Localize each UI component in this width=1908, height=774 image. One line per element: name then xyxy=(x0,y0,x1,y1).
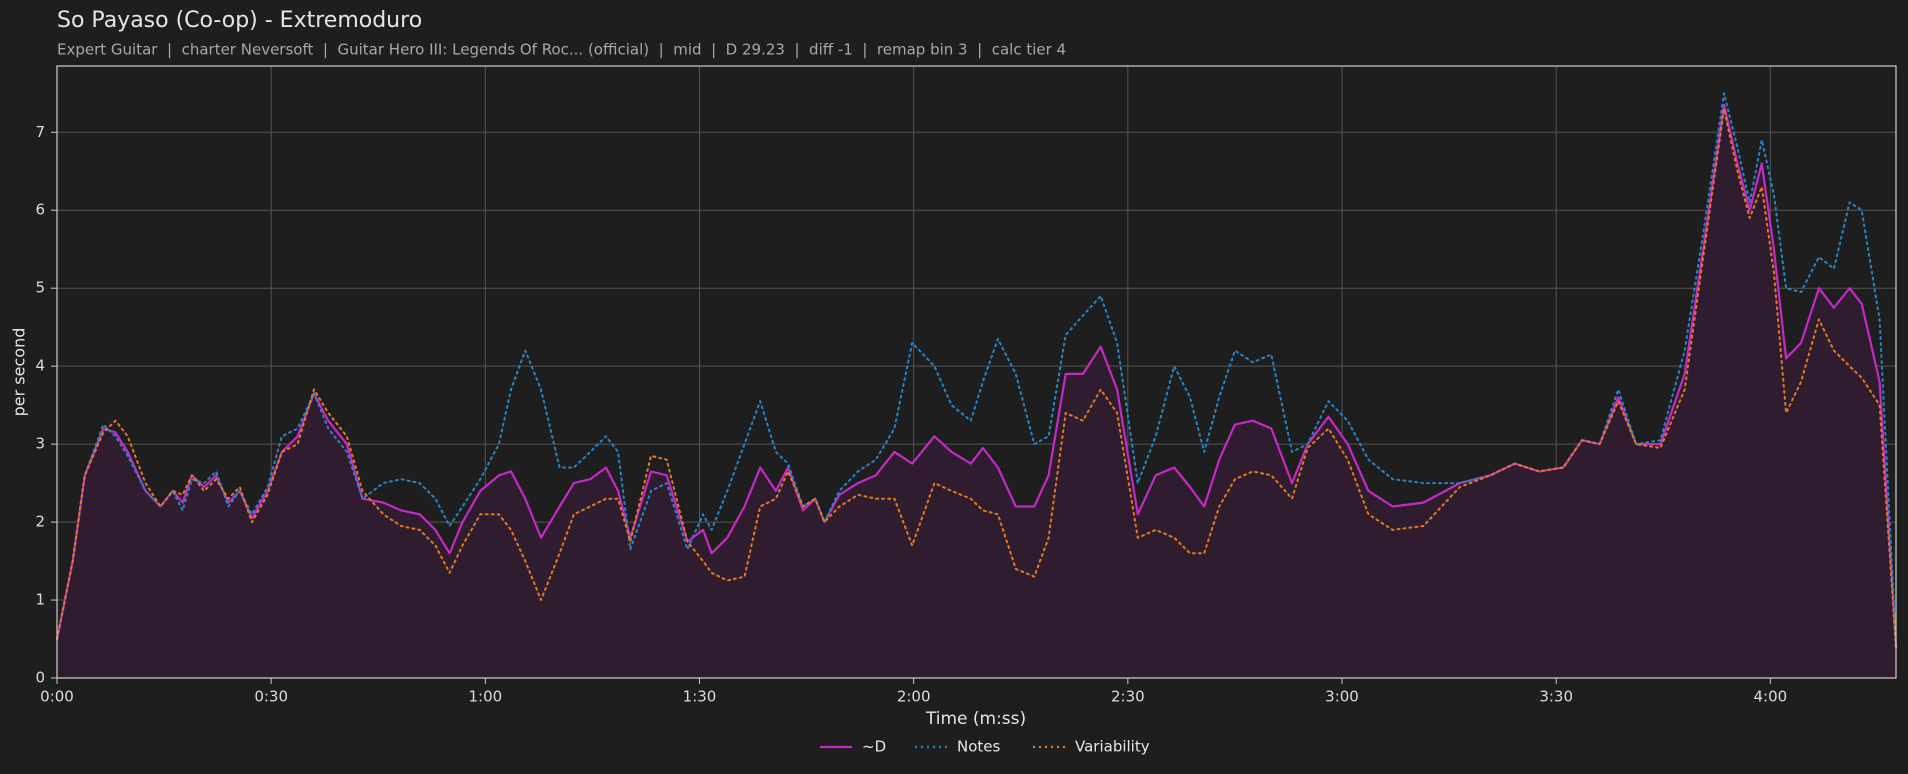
y-axis-label: per second xyxy=(10,328,29,417)
y-tick-label: 3 xyxy=(35,435,45,453)
x-tick-label: 4:00 xyxy=(1754,688,1788,706)
chart-subtitle: Expert Guitar | charter Neversoft | Guit… xyxy=(57,41,1066,59)
plot-border xyxy=(56,65,1897,679)
x-tick-label: 3:00 xyxy=(1325,688,1359,706)
x-tick-label: 2:30 xyxy=(1111,688,1145,706)
legend-label: Notes xyxy=(957,738,1001,756)
x-tick-label: 0:00 xyxy=(40,688,74,706)
y-tick-label: 5 xyxy=(35,279,45,297)
x-tick-label: 1:30 xyxy=(683,688,717,706)
y-tick-label: 1 xyxy=(35,591,45,609)
y-tick-label: 7 xyxy=(35,123,45,141)
x-axis-label: Time (m:ss) xyxy=(925,709,1026,729)
chart-title: So Payaso (Co-op) - Extremoduro xyxy=(57,8,422,33)
x-tick-label: 2:00 xyxy=(897,688,931,706)
legend-label: Variability xyxy=(1075,738,1150,756)
y-tick-label: 4 xyxy=(35,357,45,375)
x-tick-label: 0:30 xyxy=(254,688,288,706)
legend-label: ~D xyxy=(862,738,886,756)
series-line xyxy=(56,107,1897,648)
x-tick-label: 3:30 xyxy=(1539,688,1573,706)
y-tick-label: 0 xyxy=(35,669,45,687)
y-tick-label: 2 xyxy=(35,513,45,531)
x-tick-label: 1:00 xyxy=(468,688,502,706)
area-fill xyxy=(57,105,1896,678)
y-tick-label: 6 xyxy=(35,201,45,219)
